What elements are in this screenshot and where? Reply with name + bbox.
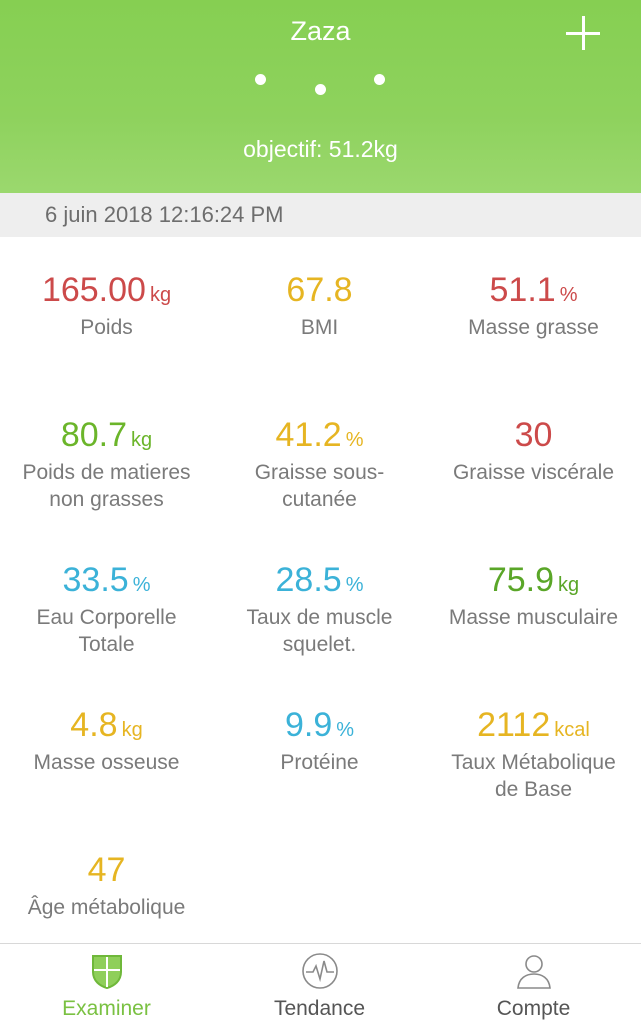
metric-label-line: cutanée <box>282 488 357 511</box>
metric-label: Taux de muscle squelet. <box>213 604 426 658</box>
page-dot-2[interactable] <box>315 84 326 95</box>
metric-label: Poids de matieres non grasses <box>0 459 213 513</box>
metric-label-line: de Base <box>494 778 573 801</box>
metric-muscle-squelet[interactable]: 28.5% Taux de muscle squelet. <box>213 560 426 658</box>
metric-value: 2112 <box>477 706 551 744</box>
metric-value: 80.7 <box>60 416 128 454</box>
user-icon <box>515 952 553 990</box>
metric-label-line: non grasses <box>49 488 164 511</box>
metric-label: Taux Métabolique de Base <box>427 749 640 803</box>
metric-metabolisme-base[interactable]: 2112 kcal Taux Métabolique de Base <box>427 705 640 803</box>
metric-value: 28.5 <box>275 561 342 599</box>
metric-value: 41.2 <box>275 416 342 454</box>
metric-label-line: Poids de matieres <box>22 461 191 484</box>
metric-poids[interactable]: 165.00 kg Poids <box>0 270 213 341</box>
metric-unit: kg <box>558 574 580 596</box>
metric-bmi[interactable]: 67.8 BMI <box>213 270 426 341</box>
metric-value: 33.5 <box>62 561 129 599</box>
tab-label: Compte <box>496 997 571 1020</box>
metric-eau-corporelle[interactable]: 33.5% Eau Corporelle Totale <box>0 560 213 658</box>
metric-label-line: Taux Métabolique <box>451 751 616 774</box>
plus-icon[interactable] <box>566 16 600 50</box>
metric-label: Eau Corporelle Totale <box>0 604 213 658</box>
metric-value: 51.1 <box>489 271 556 309</box>
metric-unit: kg <box>121 719 143 741</box>
metric-masse-osseuse[interactable]: 4.8 kg Masse osseuse <box>0 705 213 776</box>
metric-poids-non-gras[interactable]: 80.7 kg Poids de matieres non grasses <box>0 415 213 513</box>
metric-masse-grasse[interactable]: 51.1% Masse grasse <box>427 270 640 341</box>
metric-label: Masse osseuse <box>33 751 180 774</box>
metric-label: Âge métabolique <box>27 896 186 919</box>
tab-tendance[interactable]: Tendance <box>213 944 426 1024</box>
metric-label: Graisse viscérale <box>452 461 615 484</box>
metric-value: 67.8 <box>286 271 353 309</box>
metric-label-line: Graisse sous- <box>254 461 385 484</box>
metric-graisse-viscerale[interactable]: 30 Graisse viscérale <box>427 415 640 486</box>
metric-unit: kcal <box>554 719 590 741</box>
tab-examiner[interactable]: Examiner <box>0 944 213 1024</box>
tab-label: Tendance <box>273 997 366 1020</box>
metric-value: 165.00 <box>41 271 146 309</box>
metric-value: 30 <box>514 416 553 454</box>
metric-value: 75.9 <box>487 561 555 599</box>
metric-age-metabolique[interactable]: 47 Âge métabolique <box>0 850 213 921</box>
metric-proteine[interactable]: 9.9% Protéine <box>213 705 426 776</box>
metric-unit: % <box>336 719 355 741</box>
metric-unit: % <box>132 574 151 596</box>
metric-value: 9.9 <box>284 706 333 744</box>
metric-unit: kg <box>131 429 153 451</box>
page-dot-3[interactable] <box>374 74 385 85</box>
measurement-date: 6 juin 2018 12:16:24 PM <box>0 193 641 237</box>
metric-unit: % <box>345 429 364 451</box>
metric-value: 4.8 <box>70 706 118 744</box>
metric-label: Masse musculaire <box>448 606 619 629</box>
profile-name: Zaza <box>290 16 351 46</box>
metric-label: BMI <box>300 316 339 339</box>
pulse-icon <box>301 952 339 990</box>
metric-label: Masse grasse <box>468 316 599 339</box>
header: Zaza objectif: 51.2kg <box>0 0 641 193</box>
metric-label-line: Totale <box>78 633 135 656</box>
shield-icon <box>88 952 126 990</box>
metric-label: Protéine <box>280 751 359 774</box>
metric-graisse-sous-cutanee[interactable]: 41.2% Graisse sous-cutanée <box>213 415 426 513</box>
metric-unit: % <box>559 284 578 306</box>
metric-label-line: Eau Corporelle <box>36 606 177 629</box>
tab-compte[interactable]: Compte <box>427 944 640 1024</box>
metric-label: Graisse sous-cutanée <box>213 459 426 513</box>
metric-label: Poids <box>80 316 133 339</box>
metric-unit: kg <box>149 284 172 306</box>
tab-label: Examiner <box>62 997 151 1020</box>
bottom-tab-bar: Examiner Tendance Compte <box>0 943 641 1024</box>
metric-label-line: squelet. <box>282 633 357 656</box>
metric-unit: % <box>345 574 364 596</box>
goal-text: objectif: 51.2kg <box>243 136 398 162</box>
metric-value: 47 <box>87 851 126 889</box>
metric-masse-musculaire[interactable]: 75.9 kg Masse musculaire <box>427 560 640 631</box>
metric-label-line: Taux de muscle <box>246 606 393 629</box>
page-dot-1[interactable] <box>255 74 266 85</box>
